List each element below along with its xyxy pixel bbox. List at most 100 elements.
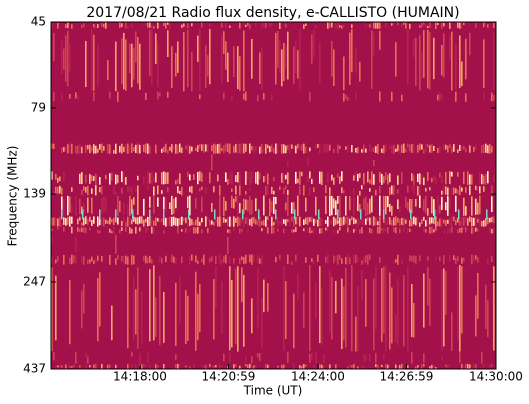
texture: [53, 33, 55, 61]
texture: [299, 171, 301, 185]
texture: [329, 364, 331, 369]
texture: [225, 143, 227, 152]
texture: [255, 145, 257, 152]
texture: [243, 22, 245, 26]
texture: [229, 25, 231, 28]
texture: [445, 144, 447, 150]
texture: [399, 219, 401, 227]
texture: [417, 216, 419, 224]
y-tick-label: 247: [23, 274, 46, 288]
texture: [441, 269, 443, 351]
texture: [419, 173, 421, 185]
texture: [129, 217, 131, 226]
texture: [249, 219, 251, 226]
texture: [265, 216, 267, 227]
texture: [333, 198, 335, 209]
texture: [447, 219, 449, 224]
texture: [75, 236, 77, 252]
texture: [75, 195, 77, 216]
texture: [253, 365, 255, 369]
texture: [329, 195, 331, 216]
texture: [417, 365, 419, 368]
texture: [189, 195, 191, 216]
texture: [421, 51, 423, 79]
texture: [137, 217, 139, 225]
texture: [413, 216, 415, 225]
texture: [227, 217, 229, 227]
texture: [145, 218, 147, 223]
texture: [89, 227, 91, 231]
texture: [239, 228, 241, 234]
texture: [415, 37, 417, 86]
texture: [479, 217, 481, 227]
texture: [353, 228, 355, 233]
texture: [327, 227, 329, 232]
texture: [323, 365, 325, 369]
texture: [109, 173, 111, 185]
texture: [217, 174, 219, 182]
texture: [427, 143, 429, 148]
texture: [63, 171, 65, 182]
texture: [189, 217, 191, 226]
texture: [51, 217, 53, 226]
texture: [445, 186, 447, 195]
texture: [311, 352, 313, 360]
texture: [445, 364, 447, 367]
texture: [269, 198, 271, 217]
texture: [491, 196, 493, 212]
texture: [433, 175, 435, 181]
texture: [251, 356, 253, 364]
texture: [433, 37, 435, 80]
texture: [149, 196, 151, 208]
texture: [121, 227, 123, 232]
texture: [247, 229, 249, 233]
texture: [231, 280, 233, 348]
texture: [109, 91, 111, 99]
texture: [337, 144, 339, 154]
texture: [105, 174, 107, 180]
texture: [219, 143, 221, 154]
texture: [377, 226, 379, 234]
texture: [57, 218, 59, 227]
texture: [459, 351, 461, 363]
texture: [329, 144, 331, 151]
texture: [117, 217, 119, 225]
texture: [81, 256, 83, 264]
texture: [241, 256, 243, 261]
texture: [157, 185, 159, 195]
texture: [151, 226, 153, 234]
texture: [109, 364, 111, 368]
texture: [397, 199, 399, 210]
texture: [211, 202, 213, 213]
texture: [401, 94, 403, 102]
texture: [57, 365, 59, 368]
texture: [303, 363, 305, 369]
texture: [315, 282, 317, 319]
texture: [131, 143, 133, 153]
texture: [187, 23, 189, 29]
texture: [283, 42, 285, 81]
texture: [231, 217, 233, 227]
texture: [273, 190, 275, 195]
texture: [473, 146, 475, 152]
texture: [249, 143, 251, 154]
texture: [321, 218, 323, 227]
texture: [403, 226, 405, 233]
texture: [385, 22, 387, 28]
texture: [451, 226, 453, 233]
x-tick-label: 14:24:00: [291, 370, 345, 384]
texture: [245, 143, 247, 152]
texture: [221, 35, 223, 84]
texture: [281, 49, 283, 87]
texture: [383, 209, 385, 220]
texture: [153, 195, 155, 214]
texture: [315, 24, 317, 29]
texture: [319, 364, 321, 369]
texture: [167, 217, 169, 227]
texture: [191, 254, 193, 261]
texture: [99, 230, 101, 234]
texture: [133, 255, 135, 265]
texture: [251, 298, 253, 334]
texture: [131, 186, 133, 196]
texture: [215, 144, 217, 154]
